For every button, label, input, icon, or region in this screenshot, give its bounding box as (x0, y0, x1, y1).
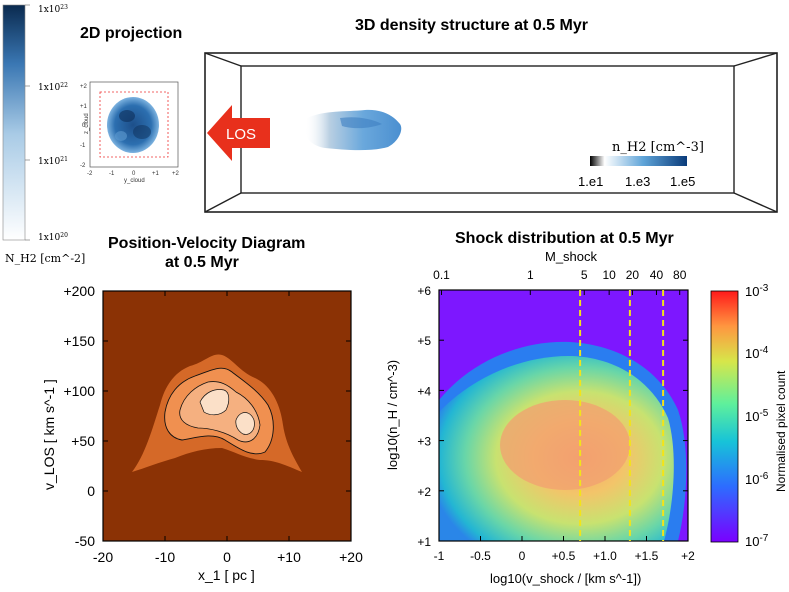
shock-colorbar-tick: 10-4 (745, 345, 769, 361)
shock-top-tick-label: 10 (602, 268, 616, 282)
density3d-box-outer (204, 52, 778, 213)
shock-ytick-label: +5 (417, 334, 431, 348)
shock-top-tick-label: 20 (626, 268, 640, 282)
density3d-colorbar-tick: 1.e1 (578, 174, 603, 189)
los-arrow-label: LOS (226, 126, 256, 143)
shock-colorbar (710, 290, 739, 543)
pv-ylabel: v_LOS [ km s^-1 ] (41, 379, 57, 490)
nh2-colorbar-tick: 1x1021 (38, 156, 68, 167)
pv-ytick-label: -50 (75, 533, 95, 549)
shock-ylabel: log10(n_H / cm^-3) (385, 360, 400, 470)
shock-colorbar-tick: 10-6 (745, 471, 769, 487)
pv-xlabel: x_1 [ pc ] (198, 567, 255, 583)
nh2-colorbar-tick: 1x1022 (38, 82, 68, 93)
density3d-colorbar-tick: 1.e5 (670, 174, 695, 189)
shock-top-tick-label: 80 (673, 268, 687, 282)
inset-xtick: -2 (87, 171, 93, 177)
pv-title-line1: Position-Velocity Diagram (108, 235, 305, 252)
shock-dashed-lines (579, 290, 665, 541)
shock-ytick-label: +3 (417, 435, 431, 449)
density3d-colorbar-tick: 1.e3 (625, 174, 650, 189)
shock-ytick-label: +6 (417, 284, 431, 298)
pv-xtick-label: +20 (339, 549, 363, 565)
shock-top-tick-label: 1 (527, 268, 534, 282)
inset-ytick: -2 (80, 163, 86, 169)
projection-title: 2D projection (80, 25, 182, 42)
density3d-panel: 3D density structure at 0.5 Myr LOS n_H2… (204, 17, 778, 213)
shock-colorbar-tick: 10-5 (745, 408, 769, 424)
pv-xtick-label: -10 (155, 549, 175, 565)
projection-panel: 1x1023 1x1022 1x1021 1x1020 N_H2 [cm^-2]… (2, 4, 182, 265)
inset-xtick: 0 (132, 171, 136, 177)
density3d-colorbar (590, 156, 687, 166)
pv-xtick-label: 0 (223, 549, 231, 565)
nh2-colorbar-tick: 1x1020 (38, 232, 68, 243)
nh2-colorbar (2, 4, 26, 241)
pv-xtick-label: -20 (93, 549, 113, 565)
density3d-title: 3D density structure at 0.5 Myr (355, 17, 588, 34)
shock-ytick-label: +1 (417, 535, 431, 549)
inset-ytick: +1 (80, 104, 88, 110)
shock-colorbar-label: Normalised pixel count (774, 370, 788, 492)
shock-top-tick-label: 5 (581, 268, 588, 282)
shock-ytick-label: +4 (417, 384, 431, 398)
shock-xtick-label: +1.5 (635, 549, 659, 563)
pv-xtick-label: +10 (277, 549, 301, 565)
pv-ytick-label: +100 (63, 383, 95, 399)
inset-ytick: +2 (80, 84, 88, 90)
inset-xtick: +1 (152, 171, 160, 177)
pv-ytick-label: +50 (71, 433, 95, 449)
shock-xtick-label: -1 (434, 549, 445, 563)
shock-top-xlabel: M_shock (545, 249, 598, 264)
shock-title: Shock distribution at 0.5 Myr (455, 230, 674, 247)
shock-top-tick-label: 40 (650, 268, 664, 282)
nh2-colorbar-tick: 1x1023 (38, 4, 68, 15)
shock-xlabel: log10(v_shock / [km s^-1]) (490, 571, 641, 586)
inset-xtick: +2 (172, 171, 180, 177)
inset-xtick: -1 (109, 171, 115, 177)
shock-ytick-label: +2 (417, 485, 431, 499)
pv-ytick-label: +150 (63, 333, 95, 349)
shock-colorbar-tick: 10-3 (745, 283, 769, 299)
shock-panel: Shock distribution at 0.5 Myr M_shock -1… (385, 230, 788, 586)
shock-xtick-label: +0.5 (552, 549, 576, 563)
pv-ticks: -20 -10 0 +10 +20 -50 0 +50 +100 +150 +200 (63, 283, 363, 565)
shock-xtick-label: 0 (519, 549, 526, 563)
pv-title-line2: at 0.5 Myr (165, 254, 239, 271)
inset-ylabel: z_cloud (84, 113, 90, 134)
pv-panel: Position-Velocity Diagram at 0.5 Myr -20… (41, 235, 363, 583)
shock-top-tick-label: 0.1 (433, 268, 450, 282)
nh2-colorbar-label: N_H2 [cm^-2] (5, 252, 85, 265)
density3d-cloud (305, 109, 402, 151)
los-arrow (207, 105, 270, 161)
shock-ticks: -1 -0.5 0 +0.5 +1.0 +1.5 +2 +1 +2 +3 +4 +5 +60.1 1 5 10… (417, 268, 695, 563)
shock-xtick-label: -0.5 (470, 549, 491, 563)
inset-xlabel: y_cloud (124, 178, 145, 184)
pv-ytick-label: 0 (87, 483, 95, 499)
inset-region-box (99, 91, 169, 158)
inset-ytick: 0 (82, 123, 86, 129)
pv-ytick-label: +200 (63, 283, 95, 299)
projection-cloud (107, 97, 159, 153)
shock-colorbar-tick: 10-7 (745, 533, 769, 549)
inset-ytick: -1 (80, 143, 86, 149)
shock-xtick-label: +2 (681, 549, 695, 563)
shock-xtick-label: +1.0 (593, 549, 617, 563)
density3d-colorbar-label: n_H2 [cm^-3] (612, 140, 704, 155)
